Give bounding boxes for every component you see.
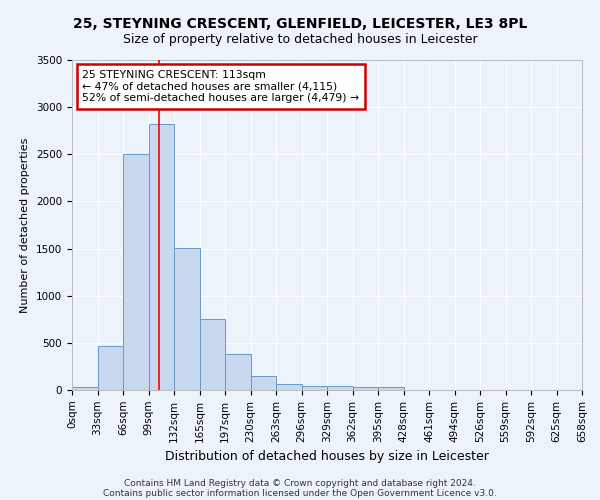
Bar	[199, 320, 225, 390]
Bar	[353, 386, 378, 390]
Text: 25, STEYNING CRESCENT, GLENFIELD, LEICESTER, LE3 8PL: 25, STEYNING CRESCENT, GLENFIELD, LEICES…	[73, 18, 527, 32]
Bar	[378, 387, 404, 390]
Bar	[327, 386, 353, 390]
Bar	[276, 384, 302, 390]
Text: 25 STEYNING CRESCENT: 113sqm
← 47% of detached houses are smaller (4,115)
52% of: 25 STEYNING CRESCENT: 113sqm ← 47% of de…	[82, 70, 359, 103]
Bar	[225, 354, 251, 390]
Text: Contains public sector information licensed under the Open Government Licence v3: Contains public sector information licen…	[103, 488, 497, 498]
X-axis label: Distribution of detached houses by size in Leicester: Distribution of detached houses by size …	[165, 450, 489, 463]
Text: Contains HM Land Registry data © Crown copyright and database right 2024.: Contains HM Land Registry data © Crown c…	[124, 478, 476, 488]
Y-axis label: Number of detached properties: Number of detached properties	[20, 138, 31, 312]
Bar	[302, 386, 327, 390]
Bar	[251, 376, 276, 390]
Bar	[149, 124, 174, 390]
Bar	[72, 387, 97, 390]
Bar	[123, 154, 149, 390]
Bar	[97, 346, 123, 390]
Bar	[174, 248, 199, 390]
Text: Size of property relative to detached houses in Leicester: Size of property relative to detached ho…	[122, 32, 478, 46]
